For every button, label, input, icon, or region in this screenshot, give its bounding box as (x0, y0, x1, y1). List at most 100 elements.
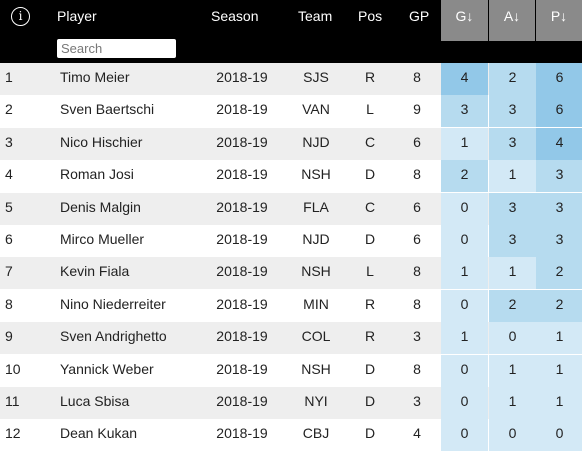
pos-cell: R (364, 328, 376, 345)
table-row[interactable]: 6 Mirco Mueller 2018-19 NJD D 6 0 3 3 (0, 225, 582, 257)
player-cell: Sven Baertschi (60, 101, 155, 118)
team-cell: NYI (304, 393, 328, 409)
gp-cell: 8 (413, 295, 421, 312)
rank-cell: 4 (5, 166, 13, 183)
table-row[interactable]: 10 Yannick Weber 2018-19 NSH D 8 0 1 1 (0, 354, 582, 387)
goals-cell: 3 (441, 95, 488, 128)
pos-cell: R (364, 69, 376, 85)
rank-cell: 8 (5, 295, 13, 312)
assists-cell: 0 (489, 322, 536, 355)
season-cell: 2018-19 (216, 198, 268, 215)
gp-cell: 9 (413, 101, 421, 118)
assists-cell: 1 (489, 257, 536, 290)
rank-cell: 3 (5, 133, 13, 150)
points-sort-label: P↓ (550, 8, 568, 24)
player-cell: Timo Meier (60, 69, 130, 85)
assists-cell: 3 (489, 95, 536, 128)
pos-cell: C (364, 133, 376, 150)
goals-cell: 0 (441, 419, 488, 451)
rank-cell: 11 (5, 393, 20, 409)
column-header-team[interactable]: Team (298, 8, 333, 24)
table-row[interactable]: 1 Timo Meier 2018-19 SJS R 8 4 2 6 (0, 63, 582, 95)
season-cell: 2018-19 (216, 328, 268, 345)
table-row[interactable]: 4 Roman Josi 2018-19 NSH D 8 2 1 3 (0, 160, 582, 193)
rank-cell: 7 (5, 263, 13, 280)
table-row[interactable]: 5 Denis Malgin 2018-19 FLA C 6 0 3 3 (0, 192, 582, 225)
pos-cell: L (366, 263, 374, 280)
assists-cell: 3 (489, 192, 536, 225)
points-cell: 6 (536, 95, 582, 128)
assists-cell: 1 (489, 160, 536, 193)
gp-cell: 8 (413, 69, 421, 85)
pos-cell: L (366, 101, 374, 118)
points-cell: 1 (536, 322, 582, 355)
points-cell: 6 (536, 63, 582, 95)
rank-cell: 5 (5, 198, 13, 215)
column-header-season[interactable]: Season (211, 8, 259, 24)
goals-cell: 4 (441, 63, 488, 95)
points-cell: 1 (536, 387, 582, 419)
table-header: i Player Season Team Pos GP G↓ A↓ P↓ (0, 0, 582, 63)
gp-cell: 8 (413, 263, 421, 280)
table-row[interactable]: 12 Dean Kukan 2018-19 CBJ D 4 0 0 0 (0, 419, 582, 451)
player-cell: Yannick Weber (60, 360, 154, 377)
table-row[interactable]: 9 Sven Andrighetto 2018-19 COL R 3 1 0 1 (0, 322, 582, 355)
gp-cell: 8 (413, 166, 421, 183)
assists-cell: 3 (489, 127, 536, 160)
player-cell: Luca Sbisa (60, 393, 130, 409)
column-header-pos[interactable]: Pos (358, 8, 383, 24)
team-cell: COL (301, 328, 331, 345)
goals-cell: 0 (441, 192, 488, 225)
goals-cell: 0 (441, 354, 488, 387)
season-cell: 2018-19 (216, 360, 268, 377)
pos-cell: R (364, 295, 376, 312)
assists-sort-label: A↓ (503, 8, 521, 24)
points-cell: 0 (536, 419, 582, 451)
points-cell: 4 (536, 127, 582, 160)
goals-cell: 0 (441, 387, 488, 419)
search-input[interactable] (57, 39, 176, 58)
gp-cell: 4 (413, 425, 421, 442)
table-row[interactable]: 8 Nino Niederreiter 2018-19 MIN R 8 0 2 2 (0, 289, 582, 322)
gp-cell: 6 (413, 198, 421, 215)
table-row[interactable]: 7 Kevin Fiala 2018-19 NSH L 8 1 1 2 (0, 257, 582, 290)
column-header-points[interactable]: P↓ (536, 0, 582, 41)
points-cell: 3 (536, 192, 582, 225)
pos-cell: D (364, 231, 376, 247)
points-cell: 1 (536, 354, 582, 387)
assists-cell: 3 (489, 225, 536, 257)
player-cell: Nino Niederreiter (60, 295, 166, 312)
points-cell: 3 (536, 160, 582, 193)
column-header-goals[interactable]: G↓ (441, 0, 488, 41)
team-cell: NSH (301, 360, 331, 377)
column-header-player[interactable]: Player (57, 8, 97, 24)
player-cell: Denis Malgin (60, 198, 141, 215)
player-cell: Kevin Fiala (60, 263, 130, 280)
points-cell: 2 (536, 257, 582, 290)
table-row[interactable]: 2 Sven Baertschi 2018-19 VAN L 9 3 3 6 (0, 95, 582, 128)
info-icon[interactable]: i (11, 7, 30, 26)
team-cell: CBJ (302, 425, 330, 442)
gp-cell: 6 (413, 231, 421, 247)
column-header-assists[interactable]: A↓ (489, 0, 535, 41)
season-cell: 2018-19 (216, 295, 268, 312)
player-cell: Nico Hischier (60, 133, 143, 150)
column-header-gp[interactable]: GP (409, 8, 430, 24)
goals-cell: 0 (441, 289, 488, 322)
team-cell: MIN (303, 295, 329, 312)
points-cell: 2 (536, 289, 582, 322)
season-cell: 2018-19 (216, 133, 268, 150)
rank-cell: 12 (5, 425, 21, 442)
player-cell: Dean Kukan (60, 425, 138, 442)
goals-cell: 1 (441, 257, 488, 290)
table-row[interactable]: 3 Nico Hischier 2018-19 NJD C 6 1 3 4 (0, 127, 582, 160)
player-cell: Mirco Mueller (60, 231, 145, 247)
table-row[interactable]: 11 Luca Sbisa 2018-19 NYI D 3 0 1 1 (0, 387, 582, 419)
assists-cell: 2 (489, 289, 536, 322)
rank-cell: 1 (5, 69, 13, 85)
gp-cell: 3 (413, 393, 421, 409)
season-cell: 2018-19 (216, 425, 268, 442)
pos-cell: D (364, 360, 376, 377)
goals-cell: 0 (441, 225, 488, 257)
